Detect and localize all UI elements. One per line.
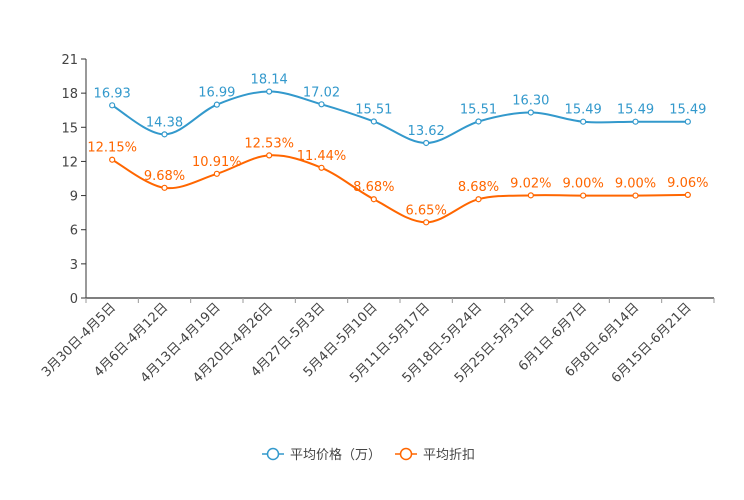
- data-label-0: 16.93: [94, 86, 131, 101]
- data-point-1: [580, 192, 587, 199]
- legend-label-1: 平均折扣: [423, 448, 475, 463]
- data-point-0: [161, 131, 168, 138]
- series-line-0: [111, 90, 688, 144]
- data-label-0: 14.38: [146, 115, 183, 130]
- data-label-1: 8.68%: [353, 180, 394, 195]
- data-label-1: 9.00%: [615, 177, 656, 192]
- y-tick-label: 12: [61, 155, 78, 170]
- data-label-0: 15.51: [355, 102, 392, 117]
- data-point-0: [370, 118, 377, 125]
- data-point-1: [370, 196, 377, 203]
- data-label-1: 12.53%: [244, 136, 294, 151]
- data-point-0: [423, 139, 430, 147]
- data-label-0: 16.99: [198, 86, 235, 101]
- data-label-1: 6.65%: [406, 203, 447, 218]
- data-point-0: [266, 88, 273, 95]
- legend-marker-icon-1: [399, 447, 413, 461]
- data-point-0: [632, 118, 639, 125]
- data-label-0: 15.49: [617, 103, 654, 118]
- y-tick-label: 21: [61, 53, 78, 68]
- legend-marker-icon-0: [266, 447, 280, 461]
- data-point-1: [109, 156, 116, 163]
- y-tick-label: 18: [61, 87, 78, 102]
- series-line-1: [111, 154, 688, 224]
- data-label-1: 12.15%: [87, 141, 137, 156]
- y-tick-label: 9: [70, 190, 78, 205]
- data-label-0: 13.62: [408, 124, 445, 139]
- legend-label-0: 平均价格（万）: [290, 447, 381, 463]
- y-tick-label: 0: [70, 292, 78, 307]
- y-tick-label: 6: [70, 224, 78, 239]
- data-label-0: 17.02: [303, 85, 340, 100]
- data-label-0: 18.14: [251, 73, 288, 88]
- data-label-0: 15.49: [669, 103, 706, 118]
- data-point-0: [213, 101, 220, 108]
- data-point-0: [475, 118, 482, 125]
- data-label-0: 15.51: [460, 102, 497, 117]
- data-label-1: 9.68%: [144, 169, 185, 184]
- data-point-0: [580, 118, 587, 125]
- data-point-0: [318, 101, 325, 108]
- data-label-0: 16.30: [512, 93, 549, 108]
- data-point-0: [684, 118, 691, 125]
- data-point-1: [266, 152, 273, 159]
- data-point-1: [632, 192, 639, 199]
- data-label-1: 11.44%: [297, 149, 347, 164]
- data-label-1: 9.00%: [563, 177, 604, 192]
- data-point-1: [527, 192, 534, 199]
- data-label-1: 9.02%: [510, 176, 551, 191]
- data-label-1: 9.06%: [667, 176, 708, 191]
- data-point-1: [423, 219, 430, 226]
- data-point-1: [475, 196, 482, 203]
- y-tick-label: 3: [70, 258, 78, 273]
- data-point-1: [213, 170, 220, 177]
- data-label-1: 10.91%: [192, 155, 242, 170]
- data-label-0: 15.49: [565, 103, 602, 118]
- data-label-1: 8.68%: [458, 180, 499, 195]
- y-tick-label: 15: [61, 121, 78, 136]
- data-point-0: [109, 102, 116, 109]
- data-point-1: [684, 191, 691, 198]
- data-point-0: [527, 109, 534, 116]
- data-point-1: [161, 184, 168, 191]
- data-point-1: [318, 164, 325, 171]
